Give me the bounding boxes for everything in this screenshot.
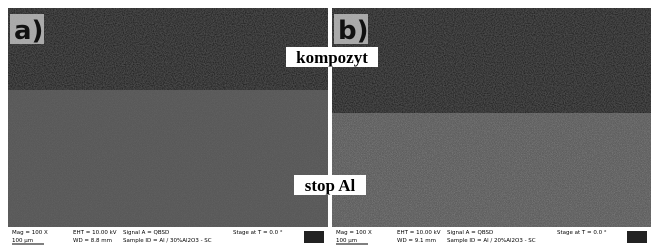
footer-text: Mag = 100 X	[336, 230, 372, 236]
footer-text: Sample ID = Al / 30%Al2O3 - SC	[123, 238, 212, 244]
footer-text: EHT = 10.00 kV	[73, 230, 117, 236]
footer-text: Stage at T = 0.0 °	[233, 230, 283, 236]
footer-text: Mag = 100 X	[12, 230, 48, 236]
micrograph-panel: a) Mag = 100 X 100 µm EHT = 10.00 kV WD = 8.…	[8, 8, 328, 247]
footer-text: Signal A = QBSD	[447, 230, 493, 236]
footer-text: 100 µm	[12, 238, 33, 244]
micrograph-panel: b) Mag = 100 X 100 µm EHT = 10.00 kV WD = 9.…	[332, 8, 651, 247]
panel-label: b)	[338, 16, 369, 46]
annotation: kompozyt	[296, 48, 368, 67]
matrix-texture	[332, 113, 651, 227]
matrix-texture	[8, 90, 328, 227]
annotation: stop Al	[305, 176, 356, 195]
logo	[627, 231, 647, 243]
composite-texture	[332, 8, 651, 113]
logo	[304, 231, 324, 243]
footer-text: Signal A = QBSD	[123, 230, 169, 236]
figure: a) Mag = 100 X 100 µm EHT = 10.00 kV WD = 8.…	[0, 0, 653, 249]
footer-text: EHT = 10.00 kV	[397, 230, 441, 236]
footer-text: 100 µm	[336, 238, 357, 244]
composite-texture	[8, 8, 328, 90]
footer-text: WD = 8.8 mm	[73, 238, 112, 244]
panel-label: a)	[14, 16, 43, 46]
footer-text: Sample ID = Al / 20%Al2O3 - SC	[447, 238, 536, 244]
footer-text: Stage at T = 0.0 °	[557, 230, 607, 236]
footer-text: WD = 9.1 mm	[397, 238, 436, 244]
